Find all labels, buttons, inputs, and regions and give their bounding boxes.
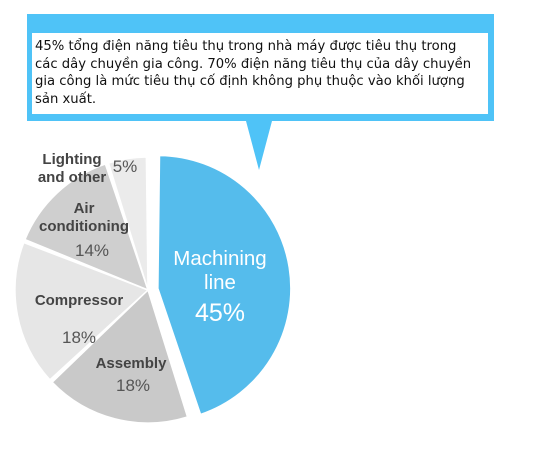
slice-label: Air conditioning bbox=[39, 200, 129, 235]
pie-slice-assembly bbox=[51, 288, 189, 424]
pie-slices bbox=[14, 154, 292, 424]
slice-label: Machining line bbox=[173, 247, 266, 294]
slice-label: Lighting and other bbox=[38, 151, 106, 186]
slice-value: 5% bbox=[113, 157, 138, 176]
slice-label: Assembly bbox=[96, 355, 168, 372]
pie-slice-lighting-and-other bbox=[107, 156, 149, 291]
slice-value: 18% bbox=[62, 328, 96, 347]
callout-inner-area bbox=[32, 33, 488, 114]
slice-value: 18% bbox=[116, 376, 150, 395]
slice-label: Compressor bbox=[35, 292, 124, 309]
slice-value: 14% bbox=[75, 241, 109, 260]
callout-text: 45% tổng điện năng tiêu thụ trong nhà má… bbox=[35, 39, 472, 107]
pie-slice-machining-line bbox=[157, 154, 292, 416]
slice-value: 45% bbox=[195, 299, 245, 327]
pie-labels: Machining line45%Assembly18%Compressor18%… bbox=[35, 151, 267, 395]
pie-slice-air-conditioning bbox=[23, 163, 150, 292]
pie-slice-compressor bbox=[14, 241, 150, 381]
